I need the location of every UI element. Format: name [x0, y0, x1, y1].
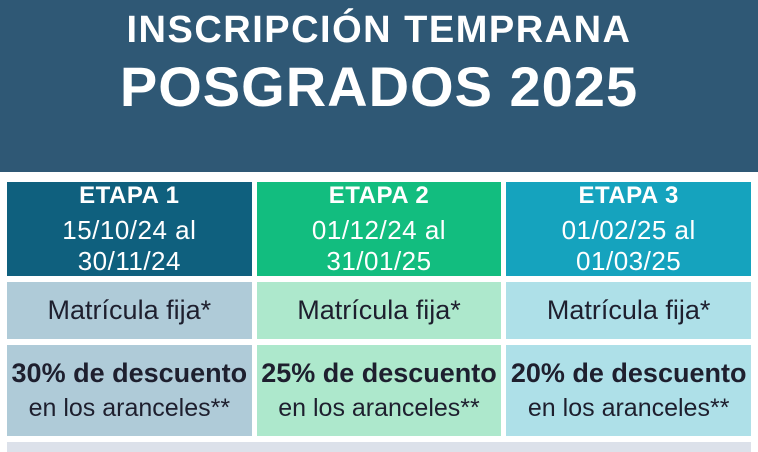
stage1-title: ETAPA 1: [79, 181, 180, 209]
stage2-dates: 01/12/24 al 31/01/25: [311, 214, 447, 276]
stage3-title: ETAPA 3: [578, 181, 679, 209]
stage2-discount-detail: en los aranceles**: [278, 393, 480, 422]
hero-title-line1: INSCRIPCIÓN TEMPRANA: [126, 9, 632, 52]
hero-banner: INSCRIPCIÓN TEMPRANA POSGRADOS 2025: [0, 0, 758, 172]
stage1-matricula-cell: Matrícula fija*: [7, 282, 252, 339]
stage2-discount-cell: 25% de descuento en los aranceles**: [256, 345, 502, 436]
stage1-header-cell: ETAPA 1 15/10/24 al 30/11/24: [7, 182, 252, 276]
stage2-matricula-cell: Matrícula fija*: [256, 282, 502, 339]
hero-title-line2: POSGRADOS 2025: [119, 55, 639, 119]
stage3-dates: 01/02/25 al 01/03/25: [561, 214, 696, 276]
bottom-row-cutoff: [7, 442, 751, 452]
stage2-title: ETAPA 2: [328, 181, 430, 209]
stage1-discount-percent: 30% de descuento: [11, 358, 248, 389]
stage1-discount-detail: en los aranceles**: [28, 393, 231, 422]
stage3-discount-detail: en los aranceles**: [527, 393, 730, 422]
stage3-header-cell: ETAPA 3 01/02/25 al 01/03/25: [506, 182, 751, 276]
stage3-matricula-cell: Matrícula fija*: [506, 282, 751, 339]
stage2-header-cell: ETAPA 2 01/12/24 al 31/01/25: [256, 181, 502, 276]
stage3-discount-percent: 20% de descuento: [510, 358, 747, 389]
stage1-discount-cell: 30% de descuento en los aranceles**: [7, 345, 252, 436]
stage3-discount-cell: 20% de descuento en los aranceles**: [506, 345, 751, 436]
stage1-dates: 15/10/24 al 30/11/24: [62, 214, 197, 276]
pricing-table: ETAPA 1 15/10/24 al 30/11/24 ETAPA 2 01/…: [7, 182, 751, 452]
stage2-discount-percent: 25% de descuento: [261, 358, 497, 389]
